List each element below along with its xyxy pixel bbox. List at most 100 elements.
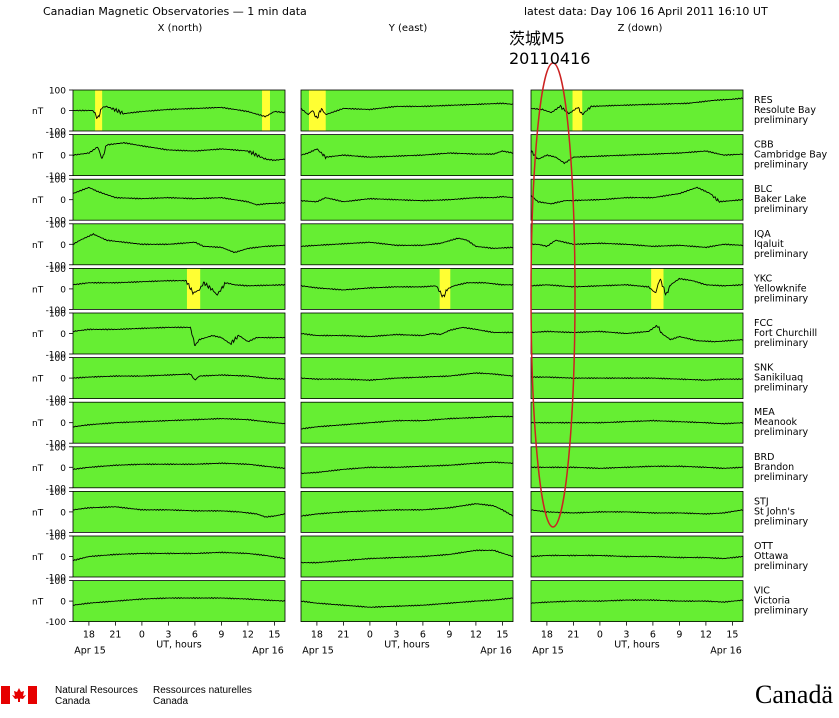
panel-bg <box>72 89 286 132</box>
unit-label: nT <box>32 464 44 474</box>
x-tick-label: 9 <box>676 630 682 641</box>
x-axis-label: UT, hours <box>384 640 430 651</box>
unit-label: nT <box>32 330 44 340</box>
disturbed-interval <box>262 90 270 131</box>
y-tick-label: 100 <box>49 87 66 97</box>
trace-snk-x <box>72 372 286 381</box>
trace-iqa-z <box>530 239 744 249</box>
station-code: FCC <box>754 318 773 329</box>
unit-label: nT <box>32 419 44 429</box>
disturbed-interval <box>95 90 103 131</box>
panel-bg <box>530 223 744 266</box>
disturbed-interval <box>308 90 326 131</box>
unit-label: nT <box>32 553 44 563</box>
station-name: Fort Churchill <box>754 328 817 339</box>
station-name: Baker Lake <box>754 194 807 205</box>
panel-bg <box>530 178 744 221</box>
y-tick-label: 0 <box>60 375 66 385</box>
y-tick-label: 100 <box>49 488 66 498</box>
x-tick-label: 18 <box>541 630 553 641</box>
station-code: OTT <box>754 541 773 552</box>
disturbed-interval <box>186 268 201 309</box>
event-label: 茨城M5 <box>509 29 565 48</box>
trace-brd-y <box>300 461 514 475</box>
panel-bg <box>530 312 744 355</box>
trace-vic-y <box>300 597 514 609</box>
y-tick-label: -100 <box>46 529 67 539</box>
unit-label: nT <box>32 196 44 206</box>
trace-snk-y <box>300 371 514 382</box>
station-code: CBB <box>754 140 774 151</box>
trace-blc-x <box>72 186 285 206</box>
y-tick-label: 100 <box>49 533 66 543</box>
trace-mea-y <box>300 415 514 430</box>
y-tick-label: 100 <box>49 310 66 320</box>
trace-ykc-x <box>72 279 286 296</box>
y-tick-label: -100 <box>46 618 67 628</box>
panel-bg <box>300 401 514 444</box>
y-tick-label: 100 <box>49 265 66 275</box>
y-tick-label: -100 <box>46 574 67 584</box>
trace-cbb-x <box>72 142 286 162</box>
x-end-label: Apr 16 <box>710 646 742 657</box>
station-status: preliminary <box>754 160 808 171</box>
station-code: SNK <box>754 363 774 374</box>
x-tick-label: 3 <box>623 630 629 641</box>
x-tick-label: 15 <box>268 630 280 641</box>
trace-cbb-z <box>530 150 744 165</box>
x-tick-label: 12 <box>700 630 712 641</box>
y-tick-label: 0 <box>60 285 66 295</box>
y-tick-label: 0 <box>60 241 66 251</box>
station-code: RES <box>754 95 773 106</box>
x-start-label: Apr 15 <box>74 646 106 657</box>
column-header-z: Z (down) <box>618 23 663 34</box>
y-tick-label: 100 <box>49 176 66 186</box>
panel-bg <box>300 134 514 177</box>
x-start-label: Apr 15 <box>302 646 334 657</box>
panel-bg <box>72 446 286 489</box>
panel-bg <box>72 267 286 310</box>
panel-bg <box>530 89 744 132</box>
y-tick-label: 100 <box>49 220 66 230</box>
trace-res-x <box>72 105 286 120</box>
y-tick-label: -100 <box>46 306 67 316</box>
panel-bg <box>72 357 286 400</box>
y-tick-label: -100 <box>46 395 67 405</box>
panel-bg <box>72 535 286 578</box>
y-tick-label: 100 <box>49 443 66 453</box>
trace-mea-x <box>72 417 286 428</box>
x-tick-label: 9 <box>218 630 224 641</box>
station-status: preliminary <box>754 472 808 483</box>
y-tick-label: 0 <box>60 330 66 340</box>
x-tick-label: 18 <box>83 630 95 641</box>
trace-cbb-y <box>300 148 514 160</box>
y-tick-label: 0 <box>60 464 66 474</box>
x-end-label: Apr 16 <box>480 646 512 657</box>
station-code: MEA <box>754 407 775 418</box>
panel-bg <box>300 446 514 489</box>
x-tick-label: 12 <box>242 630 254 641</box>
column-header-y: Y (east) <box>388 23 428 34</box>
station-code: VIC <box>754 586 770 597</box>
x-tick-label: 15 <box>496 630 508 641</box>
station-code: BLC <box>754 184 773 195</box>
trace-stj-y <box>300 503 514 517</box>
panel-bg <box>72 490 286 533</box>
y-tick-label: -100 <box>46 128 67 138</box>
x-tick-label: 0 <box>367 630 373 641</box>
unit-label: nT <box>32 107 44 117</box>
station-name: Cambridge Bay <box>754 150 828 161</box>
panel-bg <box>72 223 286 266</box>
y-tick-label: -100 <box>46 172 67 182</box>
